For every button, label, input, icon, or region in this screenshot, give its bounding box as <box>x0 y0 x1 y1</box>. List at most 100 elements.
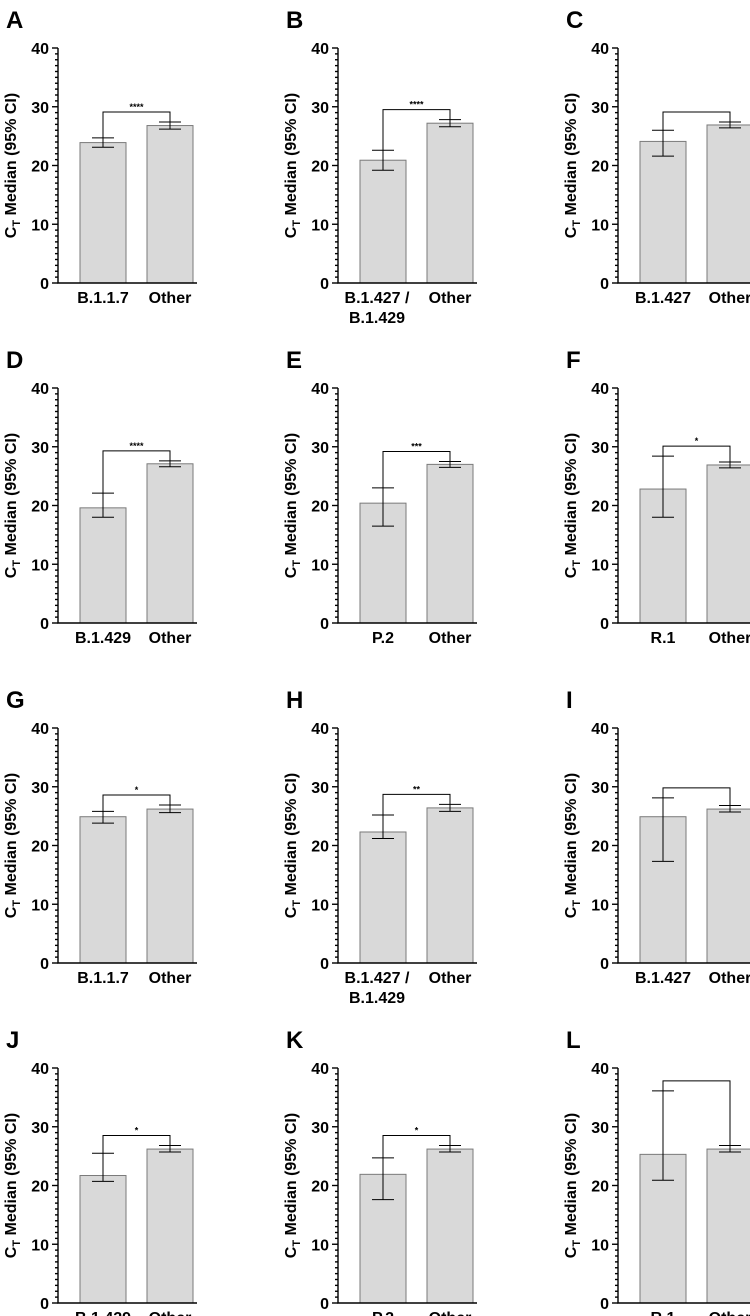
y-axis-title-b: CT Median (95% CI) <box>283 93 303 238</box>
y-tick-label-b-10: 10 <box>311 217 329 234</box>
category-label-g-variant: B.1.1.7 <box>77 970 129 987</box>
y-axis-title-l: CT Median (95% CI) <box>563 1113 583 1258</box>
y-tick-label-d-30: 30 <box>31 440 49 457</box>
y-tick-label-d-20: 20 <box>31 499 49 516</box>
y-tick-label-f-20: 20 <box>591 499 609 516</box>
significance-bracket-a <box>102 111 171 138</box>
y-axis-title-h: CT Median (95% CI) <box>283 773 303 918</box>
category-label-b-other: Other <box>429 290 472 307</box>
bar-c-other <box>706 124 750 284</box>
y-minor-ticks-k <box>335 1073 338 1298</box>
category-label-g-other: Other <box>149 970 192 987</box>
category-label-c-other: Other <box>709 290 750 307</box>
panel-c: C CT Median (95% CI) 0 10 20 30 40 B.1.427 Other <box>563 7 750 307</box>
y-axis-title-f: CT Median (95% CI) <box>563 433 583 578</box>
y-tick-label-d-0: 0 <box>40 616 49 633</box>
bar-h-variant <box>359 831 407 964</box>
y-minor-ticks-a <box>55 53 58 278</box>
y-tick-label-k-20: 20 <box>311 1179 329 1196</box>
y-tick-label-d-10: 10 <box>31 557 49 574</box>
y-axis-title-a: CT Median (95% CI) <box>3 93 23 238</box>
y-minor-ticks-d <box>55 393 58 618</box>
category-label-b-variant: B.1.427 /B.1.429 <box>345 290 410 327</box>
panel-i: I CT Median (95% CI) 0 10 20 30 40 B.1.427 Other <box>563 687 750 987</box>
category-label-d-variant: B.1.429 <box>75 630 131 647</box>
y-tick-label-c-10: 10 <box>591 217 609 234</box>
bar-h-other <box>426 807 474 964</box>
category-label-k-variant: P.2 <box>372 1310 394 1316</box>
y-tick-label-f-30: 30 <box>591 440 609 457</box>
category-label-i-variant: B.1.427 <box>635 970 691 987</box>
y-tick-label-j-30: 30 <box>31 1120 49 1137</box>
y-tick-label-i-20: 20 <box>591 839 609 856</box>
y-tick-label-g-30: 30 <box>31 780 49 797</box>
y-tick-label-c-20: 20 <box>591 159 609 176</box>
panel-e: E CT Median (95% CI) *** 0 10 20 30 40 P.2 Other <box>283 347 477 647</box>
y-tick-label-h-30: 30 <box>311 780 329 797</box>
y-axis-title-d: CT Median (95% CI) <box>3 433 23 578</box>
y-tick-label-i-10: 10 <box>591 897 609 914</box>
y-tick-label-e-20: 20 <box>311 499 329 516</box>
y-tick-label-l-10: 10 <box>591 1237 609 1254</box>
y-minor-ticks-b <box>335 53 338 278</box>
y-tick-label-h-40: 40 <box>311 721 329 738</box>
significance-bracket-g <box>102 794 171 812</box>
panel-g: G CT Median (95% CI) * 0 10 20 30 40 B.1.1.7 Othe… <box>3 687 197 987</box>
y-tick-label-b-40: 40 <box>311 41 329 58</box>
category-label-i-other: Other <box>709 970 750 987</box>
significance-label-j: * <box>135 1126 139 1136</box>
y-tick-label-e-10: 10 <box>311 557 329 574</box>
y-tick-label-c-0: 0 <box>600 276 609 293</box>
y-minor-ticks-l <box>615 1073 618 1298</box>
bar-i-other <box>706 808 750 964</box>
y-tick-label-e-40: 40 <box>311 381 329 398</box>
y-tick-label-e-0: 0 <box>320 616 329 633</box>
category-label-j-variant: B.1.429 <box>75 1310 131 1316</box>
y-tick-label-b-30: 30 <box>311 100 329 117</box>
bar-k-other <box>426 1148 474 1304</box>
panel-letter-b: B <box>286 7 303 34</box>
y-tick-label-b-0: 0 <box>320 276 329 293</box>
significance-bracket-i <box>662 787 731 806</box>
significance-bracket-h <box>382 793 451 815</box>
significance-bracket-b <box>382 109 451 151</box>
significance-bracket-l <box>662 1080 731 1146</box>
bar-a-variant <box>79 142 127 284</box>
panel-b: B CT Median (95% CI) **** 0 10 20 30 40 B.1.427 … <box>283 7 477 327</box>
y-tick-label-a-10: 10 <box>31 217 49 234</box>
y-tick-label-l-40: 40 <box>591 1061 609 1078</box>
category-label-c-variant: B.1.427 <box>635 290 691 307</box>
category-label-h-variant: B.1.427 /B.1.429 <box>345 970 410 1007</box>
y-tick-label-g-20: 20 <box>31 839 49 856</box>
significance-bracket-j <box>102 1135 171 1154</box>
y-tick-label-c-40: 40 <box>591 41 609 58</box>
y-minor-ticks-g <box>55 733 58 958</box>
significance-label-e: *** <box>411 441 422 451</box>
category-label-a-other: Other <box>149 290 192 307</box>
bar-j-variant <box>79 1175 127 1304</box>
panel-letter-g: G <box>6 687 25 714</box>
y-tick-label-h-10: 10 <box>311 897 329 914</box>
y-axis-title-g: CT Median (95% CI) <box>3 773 23 918</box>
y-tick-label-k-30: 30 <box>311 1120 329 1137</box>
significance-bracket-f <box>662 445 731 463</box>
y-tick-label-g-0: 0 <box>40 956 49 973</box>
y-tick-label-a-0: 0 <box>40 276 49 293</box>
y-tick-label-g-40: 40 <box>31 721 49 738</box>
panel-letter-d: D <box>6 347 23 374</box>
y-tick-label-a-30: 30 <box>31 100 49 117</box>
panel-letter-j: J <box>6 1027 19 1054</box>
bar-j-other <box>146 1148 194 1304</box>
y-tick-label-k-40: 40 <box>311 1061 329 1078</box>
y-axis-title-k: CT Median (95% CI) <box>283 1113 303 1258</box>
category-label-j-other: Other <box>149 1310 192 1316</box>
significance-label-b: **** <box>409 100 424 110</box>
bar-g-other <box>146 808 194 964</box>
bar-b-other <box>426 122 474 284</box>
bar-f-other <box>706 464 750 624</box>
y-tick-label-f-40: 40 <box>591 381 609 398</box>
significance-bracket-d <box>102 450 171 494</box>
panel-letter-c: C <box>566 7 583 34</box>
category-label-e-other: Other <box>429 630 472 647</box>
